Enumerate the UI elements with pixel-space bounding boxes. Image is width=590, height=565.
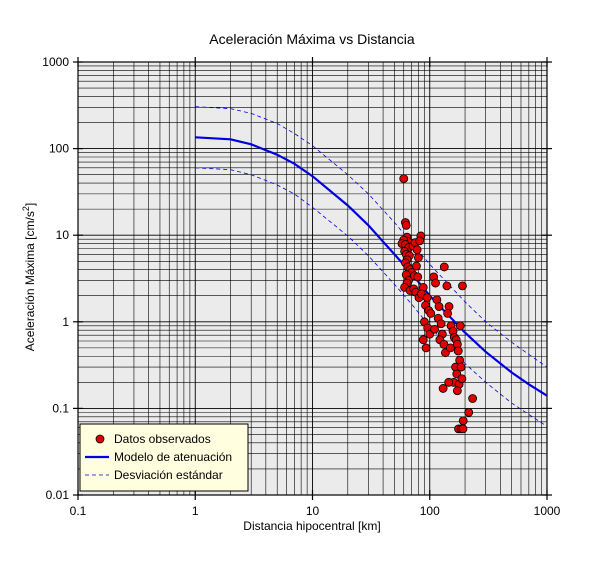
data-point xyxy=(415,236,425,246)
y-tick-label: 1000 xyxy=(42,55,69,69)
data-point xyxy=(421,343,431,353)
y-tick-label: 0.01 xyxy=(46,488,70,502)
y-axis-label: Aceleración Máxima [cm/s2] xyxy=(21,203,37,351)
data-point xyxy=(438,384,448,393)
legend-entry-datos: Datos observados xyxy=(95,432,211,446)
attenuation-model-line xyxy=(195,136,547,397)
data-point xyxy=(422,293,432,303)
x-axis-label: Distancia hipocentral [km] xyxy=(243,519,380,533)
data-point xyxy=(401,220,411,230)
data-point xyxy=(455,321,465,331)
data-point xyxy=(452,386,462,396)
legend: Datos observados Modelo de atenuación De… xyxy=(79,423,249,492)
std-dev-line xyxy=(195,106,547,368)
data-point xyxy=(458,416,468,426)
data-point xyxy=(442,281,452,291)
data-point xyxy=(413,253,423,263)
data-point xyxy=(464,407,474,417)
y-tick-label: 1 xyxy=(62,315,69,329)
data-point xyxy=(443,309,453,318)
data-point xyxy=(457,374,467,384)
x-tick-label: 0.1 xyxy=(70,504,87,518)
x-tick-label: 10 xyxy=(306,504,320,518)
data-point xyxy=(458,281,467,291)
legend-marker-circle xyxy=(95,434,105,444)
data-point xyxy=(434,302,444,311)
legend-label-modelo: Modelo de atenuación xyxy=(114,450,232,464)
data-point xyxy=(445,343,455,353)
x-tick-label: 1000 xyxy=(534,504,561,518)
data-point xyxy=(426,309,436,318)
data-point xyxy=(444,377,454,387)
data-point xyxy=(456,362,466,372)
legend-entry-modelo: Modelo de atenuación xyxy=(85,450,232,464)
data-point xyxy=(468,394,478,403)
y-tick-label: 0.1 xyxy=(52,401,69,415)
legend-label-datos: Datos observados xyxy=(114,432,211,446)
data-point xyxy=(453,346,463,356)
y-tick-label: 100 xyxy=(49,142,69,156)
x-tick-label: 100 xyxy=(420,504,440,518)
x-tick-label: 1 xyxy=(192,504,199,518)
data-point xyxy=(418,335,428,345)
data-point xyxy=(412,245,422,255)
data-point xyxy=(431,278,440,288)
data-point xyxy=(412,261,421,271)
chart-title: Aceleración Máxima vs Distancia xyxy=(209,31,415,47)
y-tick-label: 10 xyxy=(56,228,70,242)
data-point xyxy=(436,319,446,329)
std-dev-line xyxy=(195,167,547,427)
data-point xyxy=(439,262,449,272)
data-point xyxy=(413,272,423,282)
legend-label-desviacion: Desviación estándar xyxy=(114,468,223,482)
data-point xyxy=(430,324,440,334)
data-point xyxy=(458,424,468,434)
data-point xyxy=(399,174,409,184)
legend-entry-desviacion: Desviación estándar xyxy=(85,468,223,482)
